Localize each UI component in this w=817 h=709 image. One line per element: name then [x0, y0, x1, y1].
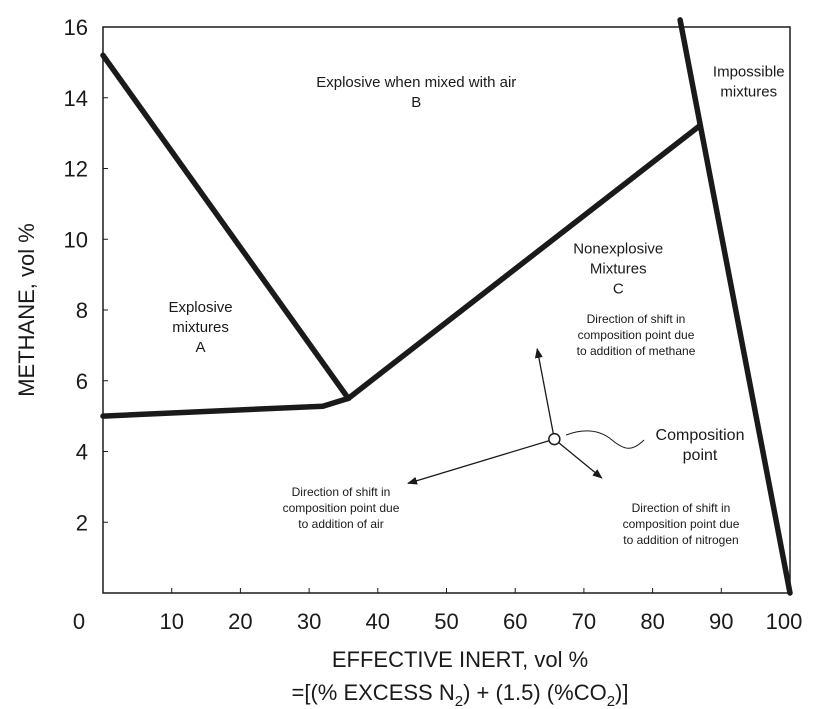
- formula-subscript-n2: 2: [455, 693, 463, 709]
- y-axis-title: METHANE, vol %: [14, 223, 39, 397]
- region-label: Nonexplosive: [573, 240, 663, 257]
- x-tick-labels: 0 10 20 30 40 50 60 70 80 90 100: [73, 609, 802, 634]
- y-tick-label: 8: [76, 298, 88, 323]
- y-tick-label: 4: [76, 440, 88, 465]
- region-label: Explosive when mixed with air: [316, 74, 516, 91]
- y-tick-label: 14: [64, 86, 88, 111]
- boundary-lines: [100, 17, 793, 596]
- shift-arrow-label: to addition of nitrogen: [623, 533, 738, 547]
- formula-suffix: )]: [615, 680, 628, 705]
- tick-marks: [103, 97, 722, 593]
- region-label: Impossible: [713, 64, 785, 81]
- x-tick-label: 80: [640, 609, 664, 634]
- shift-arrows: [407, 347, 603, 485]
- shift-arrow-label: Direction of shift in: [292, 485, 391, 499]
- shift-arrow-label: composition point due: [578, 328, 695, 342]
- x-tick-label: 0: [73, 609, 85, 634]
- region-label: B: [411, 94, 421, 111]
- x-axis-formula: =[(% EXCESS N2) + (1.5) (%CO2)]: [292, 680, 629, 709]
- x-tick-label: 20: [228, 609, 252, 634]
- composition-point-marker: [548, 432, 561, 446]
- shift-arrow: [534, 347, 555, 440]
- formula-subscript-co2: 2: [607, 693, 615, 709]
- region-label: Mixtures: [590, 260, 647, 277]
- region-labels: Explosive when mixed with air B Impossible…: [168, 64, 784, 356]
- shift-arrow: [407, 438, 555, 485]
- composition-point-group: Composition point: [548, 427, 745, 464]
- x-tick-label: 40: [366, 609, 390, 634]
- nose-line-line: [345, 123, 703, 402]
- x-tick-label: 100: [766, 609, 803, 634]
- region-label: A: [196, 339, 206, 356]
- x-tick-label: 70: [572, 609, 596, 634]
- region-label: mixtures: [720, 84, 777, 101]
- shift-arrow-label: composition point due: [623, 517, 740, 531]
- shift-arrow-label: Direction of shift in: [587, 312, 686, 326]
- region-label: mixtures: [172, 319, 229, 336]
- region-label: C: [613, 280, 624, 297]
- x-tick-label: 50: [434, 609, 458, 634]
- x-tick-label: 90: [709, 609, 733, 634]
- x-tick-label: 10: [159, 609, 183, 634]
- formula-middle: ) + (1.5) (%CO: [463, 680, 607, 705]
- x-tick-label: 30: [297, 609, 321, 634]
- y-tick-label: 10: [64, 227, 88, 252]
- composition-point-label: point: [683, 447, 718, 464]
- composition-point-label: Composition: [656, 427, 745, 444]
- lower-explosive-limit-line: [100, 395, 352, 419]
- formula-prefix: =[(% EXCESS N: [292, 680, 455, 705]
- composition-leader-squiggle: [565, 430, 645, 449]
- x-tick-label: 60: [503, 609, 527, 634]
- shift-arrow-label: to addition of methane: [577, 344, 696, 358]
- shift-arrow: [553, 438, 603, 479]
- impossible-boundary-line: [677, 17, 793, 596]
- shift-arrow-label: composition point due: [283, 501, 400, 515]
- y-tick-label: 2: [76, 510, 88, 535]
- y-tick-label: 6: [76, 369, 88, 394]
- y-tick-label: 12: [64, 157, 88, 182]
- shift-arrow-label: Direction of shift in: [632, 501, 731, 515]
- y-tick-labels: 2 4 6 8 10 12 14 16: [64, 15, 88, 535]
- y-tick-label: 16: [64, 15, 88, 40]
- x-axis-title: EFFECTIVE INERT, vol %: [332, 647, 588, 672]
- upper-explosive-limit-line: [100, 52, 352, 402]
- shift-arrow-label: to addition of air: [298, 517, 383, 531]
- region-label: Explosive: [168, 299, 232, 316]
- shift-arrow-labels: Direction of shift in composition point d…: [283, 312, 740, 547]
